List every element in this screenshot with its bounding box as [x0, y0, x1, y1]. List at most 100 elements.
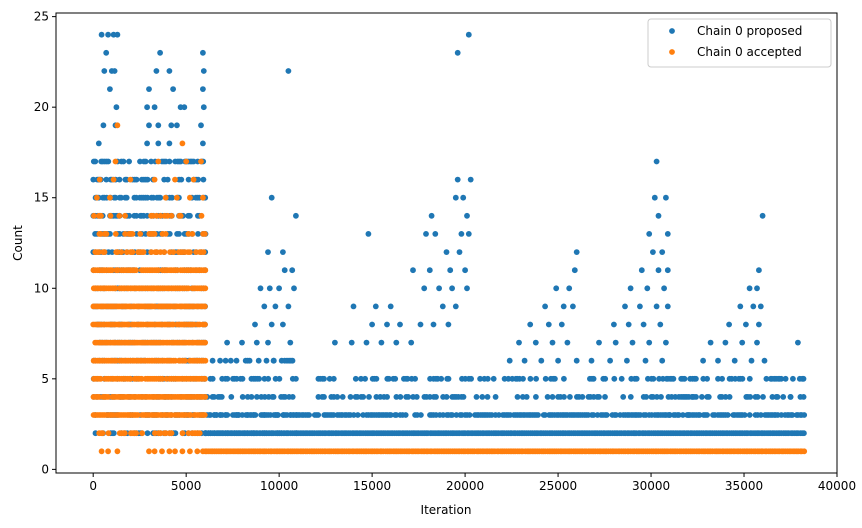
data-point [664, 231, 671, 237]
data-point [98, 212, 104, 219]
data-point [201, 412, 208, 418]
data-point [627, 285, 634, 292]
data-point [144, 194, 151, 201]
data-point [801, 430, 807, 437]
data-point [533, 375, 539, 382]
data-point [96, 249, 102, 256]
data-point [468, 375, 474, 382]
data-point [696, 412, 703, 418]
data-point [172, 176, 178, 183]
data-point [693, 394, 699, 400]
data-point [447, 267, 454, 274]
data-point [200, 49, 206, 56]
data-point [151, 448, 158, 455]
data-point [676, 412, 682, 418]
data-point [99, 430, 106, 437]
data-point [235, 412, 242, 418]
data-point [670, 375, 677, 382]
data-point [98, 31, 105, 38]
data-point [200, 448, 206, 455]
data-point [157, 194, 164, 201]
data-point [573, 249, 580, 256]
data-point [170, 86, 177, 92]
data-point [544, 394, 551, 400]
data-point [365, 231, 372, 237]
data-point [280, 321, 286, 328]
data-point [268, 194, 275, 201]
data-point [187, 194, 193, 201]
data-point [194, 448, 201, 455]
data-point [263, 357, 270, 364]
data-point [105, 158, 112, 165]
data-point [293, 212, 299, 219]
data-point [378, 339, 385, 346]
data-point [726, 394, 733, 400]
data-point [527, 375, 534, 382]
series-layer [90, 31, 808, 455]
data-point [187, 448, 193, 455]
data-point [162, 231, 169, 237]
x-tick-label: 30000 [632, 479, 670, 493]
data-point [417, 321, 424, 328]
data-point [443, 249, 450, 256]
data-point [116, 176, 123, 183]
data-point [746, 285, 753, 292]
data-point [651, 194, 658, 201]
data-point [523, 394, 530, 400]
data-point [560, 303, 567, 310]
data-point [289, 394, 296, 400]
data-point [146, 448, 152, 455]
data-point [169, 194, 175, 201]
data-point [555, 357, 561, 364]
data-point [460, 194, 467, 201]
data-point [110, 430, 117, 437]
data-point [664, 303, 671, 310]
data-point [756, 267, 762, 274]
data-point [477, 375, 483, 382]
data-point [287, 412, 294, 418]
data-point [747, 394, 754, 400]
data-point [202, 303, 208, 310]
data-point [179, 140, 186, 147]
data-point [746, 375, 753, 382]
data-point [479, 394, 486, 400]
data-point [596, 394, 602, 400]
legend-marker-proposed [669, 28, 675, 34]
data-point [456, 249, 463, 256]
data-point [746, 412, 753, 418]
data-point [412, 375, 418, 382]
data-point [250, 412, 257, 418]
data-point [787, 394, 794, 400]
data-point [148, 249, 155, 256]
data-point [418, 412, 424, 418]
data-point [112, 231, 119, 237]
data-point [552, 375, 558, 382]
data-point [168, 212, 175, 219]
data-point [613, 412, 619, 418]
x-tick-label: 40000 [818, 479, 856, 493]
data-point [759, 212, 766, 219]
data-point [402, 412, 409, 418]
legend-frame [647, 18, 832, 68]
data-point [190, 158, 197, 165]
data-point [570, 303, 576, 310]
data-point [330, 375, 337, 382]
data-point [121, 430, 128, 437]
data-point [265, 249, 271, 256]
data-point [268, 321, 275, 328]
data-point [315, 412, 322, 418]
data-point [306, 412, 312, 418]
data-point [153, 68, 160, 74]
data-point [144, 140, 151, 147]
data-point [760, 394, 766, 400]
data-point [663, 194, 669, 201]
data-point [348, 339, 355, 346]
data-point [126, 158, 132, 165]
data-point [657, 321, 664, 328]
data-point [659, 357, 666, 364]
data-point [549, 339, 556, 346]
data-point [92, 158, 99, 165]
data-point [622, 303, 628, 310]
data-point [514, 394, 521, 400]
data-point [369, 321, 375, 328]
